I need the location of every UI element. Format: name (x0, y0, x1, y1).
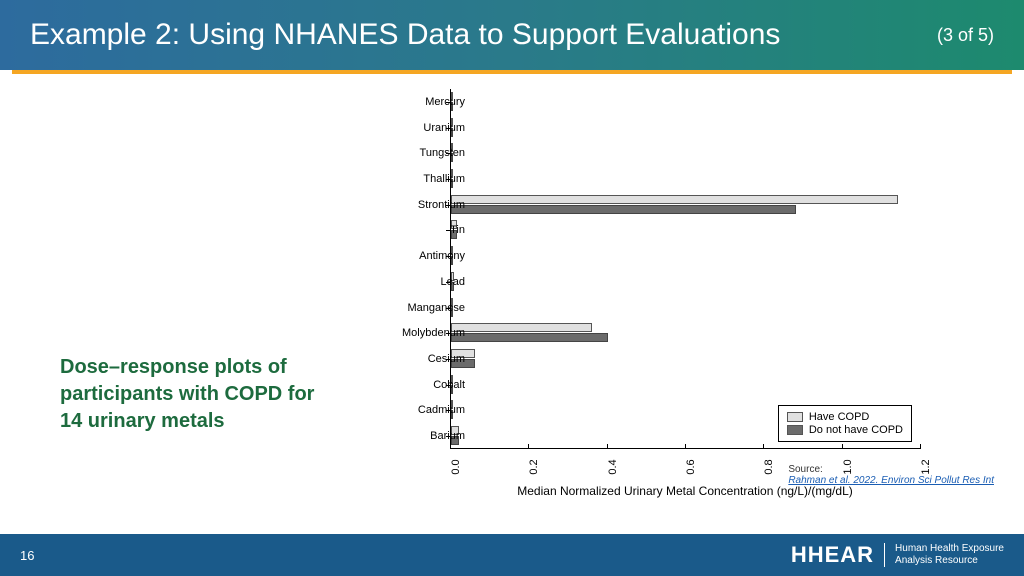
source-link[interactable]: Rahman et al. 2022. Environ Sci Pollut R… (788, 475, 994, 486)
legend-swatch-nocopd (787, 425, 803, 435)
x-tick-label: 0.0 (450, 459, 462, 474)
y-tick-label: Strontium (418, 199, 465, 211)
source-citation: Source: Rahman et al. 2022. Environ Sci … (788, 464, 994, 486)
y-tick-label: Cobalt (433, 379, 465, 391)
x-tick-label: 0.2 (528, 459, 540, 474)
bar-chart: Have COPD Do not have COPD Median Normal… (380, 84, 940, 514)
bar-no-copd (451, 333, 608, 342)
plot-area: Have COPD Do not have COPD (450, 89, 920, 449)
y-tick-label: Uranium (423, 122, 465, 134)
x-tick-label: 0.4 (607, 459, 619, 474)
legend-item: Do not have COPD (787, 424, 903, 436)
y-tick-label: Barium (430, 430, 465, 442)
y-tick-label: Cadmium (418, 404, 465, 416)
title-prefix: Example 2: (30, 18, 188, 51)
chart-legend: Have COPD Do not have COPD (778, 405, 912, 442)
y-tick-label: Mercury (425, 96, 465, 108)
bar-have-copd (451, 323, 592, 332)
logo-text: HHEAR (791, 542, 874, 568)
y-tick-label: Molybdenum (402, 327, 465, 339)
y-tick-label: Manganese (408, 302, 466, 314)
bar-no-copd (451, 205, 796, 214)
footer-logo: HHEAR Human Health Exposure Analysis Res… (791, 542, 1004, 568)
legend-label: Do not have COPD (809, 424, 903, 436)
title-main: Using NHANES Data to Support Evaluations (188, 18, 780, 51)
logo-subtitle: Human Health Exposure Analysis Resource (884, 543, 1004, 567)
y-tick-label: Lead (441, 276, 465, 288)
slide-footer: 16 HHEAR Human Health Exposure Analysis … (0, 534, 1024, 576)
y-tick-label: Cesium (428, 353, 465, 365)
page-number: 16 (20, 548, 34, 563)
slide-body: Dose–response plots of participants with… (0, 74, 1024, 534)
x-tick-label: 0.8 (763, 459, 775, 474)
legend-label: Have COPD (809, 411, 870, 423)
y-tick-label: Antimony (419, 250, 465, 262)
x-axis-label: Median Normalized Urinary Metal Concentr… (450, 484, 920, 498)
page-indicator: (3 of 5) (937, 25, 994, 46)
bar-have-copd (451, 195, 898, 204)
x-tick-label: 0.6 (685, 459, 697, 474)
legend-swatch-copd (787, 412, 803, 422)
y-tick-label: Thallium (423, 173, 465, 185)
slide-header: Example 2: Using NHANES Data to Support … (0, 0, 1024, 70)
chart-caption: Dose–response plots of participants with… (60, 354, 320, 435)
legend-item: Have COPD (787, 411, 903, 423)
y-tick-label: Tin (450, 224, 465, 236)
y-tick-label: Tungsten (420, 147, 465, 159)
source-prefix: Source: (788, 464, 822, 475)
slide-title: Example 2: Using NHANES Data to Support … (30, 18, 780, 52)
